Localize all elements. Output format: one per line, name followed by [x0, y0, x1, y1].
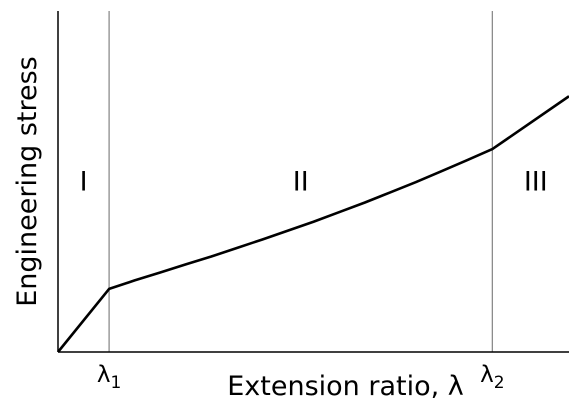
x-tick-labels: λ1 λ2	[97, 362, 505, 393]
axes	[57, 11, 569, 353]
region-boundaries	[108, 11, 494, 352]
y-axis-label: Engineering stress	[12, 56, 43, 307]
x-axis-label: Extension ratio, λ	[227, 371, 464, 398]
stress-curve	[56, 95, 569, 353]
tick-label-lambda-2: λ2	[480, 362, 504, 393]
tick-label-subscript: 1	[110, 373, 121, 393]
region-label-i: I	[80, 167, 88, 198]
tick-label-base: λ	[480, 362, 494, 388]
region-label-iii: III	[524, 167, 548, 198]
tick-label-subscript: 2	[494, 373, 505, 393]
region-labels: I II III	[80, 167, 548, 198]
tick-label-base: λ	[97, 362, 111, 388]
tick-label-lambda-1: λ1	[97, 362, 121, 393]
region-label-ii: II	[293, 167, 309, 198]
